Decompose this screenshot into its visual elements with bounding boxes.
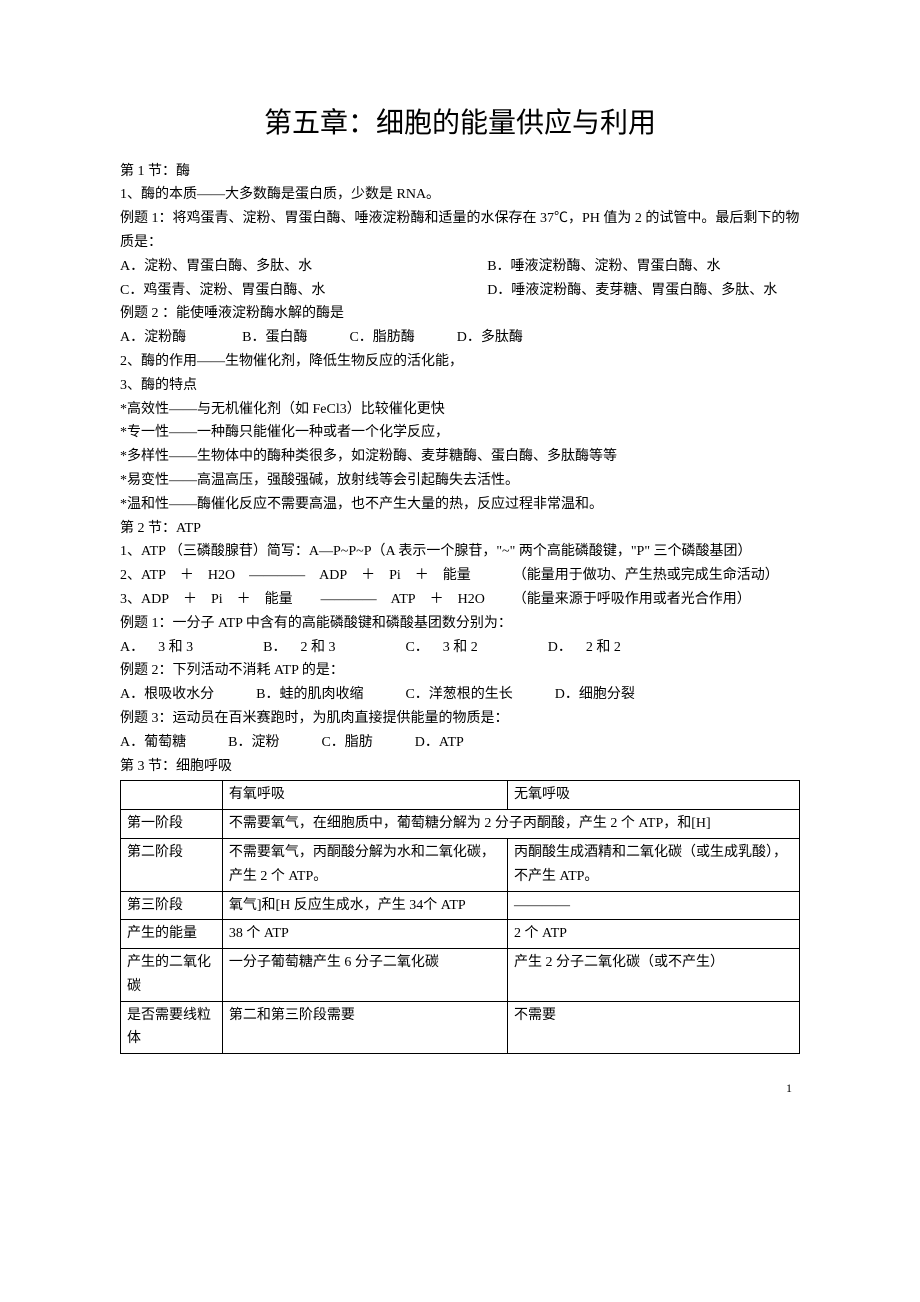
s2-example-1-stem: 例题 1：一分子 ATP 中含有的高能磷酸键和磷酸基团数分别为： bbox=[120, 612, 800, 636]
table-row: 第一阶段 不需要氧气，在细胞质中，葡萄糖分解为 2 分子丙酮酸，产生 2 个 A… bbox=[121, 810, 800, 839]
row-stage2-anaerobic: 丙酮酸生成酒精和二氧化碳（或生成乳酸），不产生 ATP。 bbox=[508, 838, 800, 891]
s1-bullet-mild: *温和性——酶催化反应不需要高温，也不产生大量的热，反应过程非常温和。 bbox=[120, 493, 800, 517]
row-stage1-cell: 不需要氧气，在细胞质中，葡萄糖分解为 2 分子丙酮酸，产生 2 个 ATP，和[… bbox=[222, 810, 799, 839]
table-row: 产生的能量 38 个 ATP 2 个 ATP bbox=[121, 920, 800, 949]
s1-point-1: 1、酶的本质——大多数酶是蛋白质，少数是 RNA。 bbox=[120, 183, 800, 207]
s2-ex3-options: A．葡萄糖 B．淀粉 C．脂肪 D．ATP bbox=[120, 731, 800, 755]
s1-ex1-option-c: C．鸡蛋青、淀粉、胃蛋白酶、水 bbox=[120, 279, 487, 303]
s1-bullet-specific: *专一性——一种酶只能催化一种或者一个化学反应， bbox=[120, 421, 800, 445]
page-number: 1 bbox=[120, 1078, 800, 1098]
s1-ex1-option-b: B．唾液淀粉酶、淀粉、胃蛋白酶、水 bbox=[487, 255, 800, 279]
s2-ex1-options: A． 3 和 3 B． 2 和 3 C． 3 和 2 D． 2 和 2 bbox=[120, 636, 800, 660]
s2-example-3-stem: 例题 3：运动员在百米赛跑时，为肌肉直接提供能量的物质是： bbox=[120, 707, 800, 731]
section-3-heading: 第 3 节：细胞呼吸 bbox=[120, 755, 800, 779]
s1-ex1-option-a: A．淀粉、胃蛋白酶、多肽、水 bbox=[120, 255, 487, 279]
row-stage1-head: 第一阶段 bbox=[121, 810, 223, 839]
header-blank bbox=[121, 781, 223, 810]
s1-point-2: 2、酶的作用——生物催化剂，降低生物反应的活化能， bbox=[120, 350, 800, 374]
row-stage3-anaerobic: ———— bbox=[508, 891, 800, 920]
table-row: 有氧呼吸 无氧呼吸 bbox=[121, 781, 800, 810]
header-anaerobic: 无氧呼吸 bbox=[508, 781, 800, 810]
row-energy-anaerobic: 2 个 ATP bbox=[508, 920, 800, 949]
s1-bullet-diverse: *多样性——生物体中的酶种类很多，如淀粉酶、麦芽糖酶、蛋白酶、多肽酶等等 bbox=[120, 445, 800, 469]
row-mito-anaerobic: 不需要 bbox=[508, 1001, 800, 1054]
header-aerobic: 有氧呼吸 bbox=[222, 781, 507, 810]
row-energy-aerobic: 38 个 ATP bbox=[222, 920, 507, 949]
table-row: 是否需要线粒体 第二和第三阶段需要 不需要 bbox=[121, 1001, 800, 1054]
chapter-title: 第五章：细胞的能量供应与利用 bbox=[120, 100, 800, 148]
table-row: 第二阶段 不需要氧气，丙酮酸分解为水和二氧化碳，产生 2 个 ATP。 丙酮酸生… bbox=[121, 838, 800, 891]
s1-bullet-efficient: *高效性——与无机催化剂（如 FeCl3）比较催化更快 bbox=[120, 398, 800, 422]
s2-ex2-options: A．根吸收水分 B．蛙的肌肉收缩 C．洋葱根的生长 D．细胞分裂 bbox=[120, 683, 800, 707]
respiration-table: 有氧呼吸 无氧呼吸 第一阶段 不需要氧气，在细胞质中，葡萄糖分解为 2 分子丙酮… bbox=[120, 780, 800, 1054]
s1-example-1-stem: 例题 1：将鸡蛋青、淀粉、胃蛋白酶、唾液淀粉酶和适量的水保存在 37℃，PH 值… bbox=[120, 207, 800, 255]
s2-example-2-stem: 例题 2：下列活动不消耗 ATP 的是： bbox=[120, 659, 800, 683]
s1-example-2-stem: 例题 2 ：能使唾液淀粉酶水解的酶是 bbox=[120, 302, 800, 326]
row-energy-head: 产生的能量 bbox=[121, 920, 223, 949]
s2-point-2: 2、ATP ＋ H2O ———— ADP ＋ Pi ＋ 能量 （能量用于做功、产… bbox=[120, 564, 800, 588]
row-stage2-aerobic: 不需要氧气，丙酮酸分解为水和二氧化碳，产生 2 个 ATP。 bbox=[222, 838, 507, 891]
table-row: 产生的二氧化碳 一分子葡萄糖产生 6 分子二氧化碳 产生 2 分子二氧化碳（或不… bbox=[121, 949, 800, 1002]
table-row: 第三阶段 氧气]和[H 反应生成水，产生 34个 ATP ———— bbox=[121, 891, 800, 920]
section-1-heading: 第 1 节：酶 bbox=[120, 160, 800, 184]
row-mito-head: 是否需要线粒体 bbox=[121, 1001, 223, 1054]
row-co2-aerobic: 一分子葡萄糖产生 6 分子二氧化碳 bbox=[222, 949, 507, 1002]
s2-point-1: 1、ATP （三磷酸腺苷）简写：A—P~P~P（A 表示一个腺苷，"~" 两个高… bbox=[120, 540, 800, 564]
row-stage3-head: 第三阶段 bbox=[121, 891, 223, 920]
section-2-heading: 第 2 节：ATP bbox=[120, 517, 800, 541]
s1-ex1-option-d: D．唾液淀粉酶、麦芽糖、胃蛋白酶、多肽、水 bbox=[487, 279, 800, 303]
row-mito-aerobic: 第二和第三阶段需要 bbox=[222, 1001, 507, 1054]
row-co2-head: 产生的二氧化碳 bbox=[121, 949, 223, 1002]
s1-bullet-fragile: *易变性——高温高压，强酸强碱，放射线等会引起酶失去活性。 bbox=[120, 469, 800, 493]
row-stage3-aerobic: 氧气]和[H 反应生成水，产生 34个 ATP bbox=[222, 891, 507, 920]
row-co2-anaerobic: 产生 2 分子二氧化碳（或不产生） bbox=[508, 949, 800, 1002]
s2-point-3: 3、ADP ＋ Pi ＋ 能量 ———— ATP ＋ H2O （能量来源于呼吸作… bbox=[120, 588, 800, 612]
s1-ex2-options: A．淀粉酶 B．蛋白酶 C．脂肪酶 D．多肽酶 bbox=[120, 326, 800, 350]
row-stage2-head: 第二阶段 bbox=[121, 838, 223, 891]
s1-point-3: 3、酶的特点 bbox=[120, 374, 800, 398]
